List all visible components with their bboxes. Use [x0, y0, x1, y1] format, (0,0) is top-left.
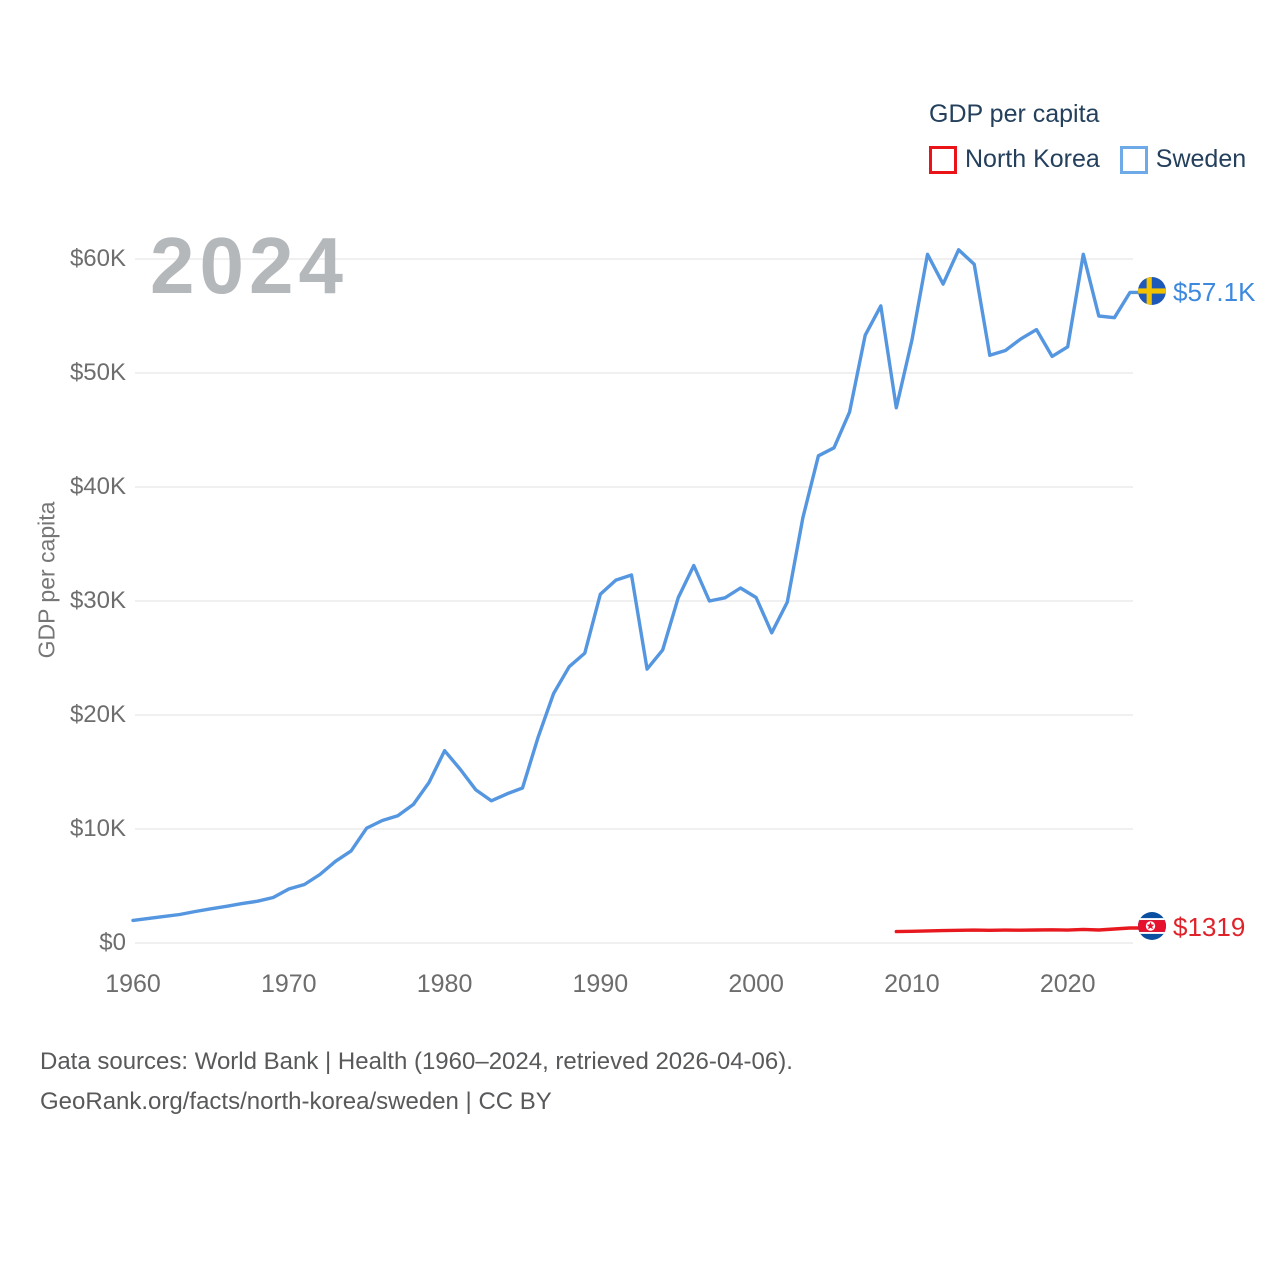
y-tick-label: $20K [69, 701, 126, 728]
y-axis-title: GDP per capita [33, 501, 60, 659]
x-tick-label: 2000 [728, 970, 784, 998]
y-tick-label: $40K [69, 473, 126, 500]
north-korea-flag-icon [1138, 912, 1166, 940]
x-tick-label: 2020 [1039, 970, 1096, 998]
series-line-sweden [131, 248, 1142, 923]
x-tick-label: 1990 [572, 970, 629, 998]
year-watermark: 2024 [150, 221, 348, 310]
y-tick-label: $10K [69, 815, 126, 842]
legend-title: GDP per capita [929, 100, 1100, 128]
x-tick-label: 1970 [260, 970, 317, 998]
legend-label-sweden: Sweden [1155, 145, 1247, 173]
y-tick-label: $60K [69, 245, 126, 272]
gridlines [135, 258, 1133, 944]
x-tick-label: 1980 [416, 970, 473, 998]
legend-item-sweden[interactable]: Sweden [1119, 145, 1247, 174]
y-tick-label: $30K [69, 587, 126, 614]
footer-sources: Data sources: World Bank | Health (1960–… [40, 1048, 793, 1075]
sweden-flag-icon [1138, 277, 1166, 305]
series-line-north-korea [894, 926, 1142, 934]
legend-row: North Korea Sweden [929, 145, 1246, 174]
north-korea-value-label: $1319 [1173, 912, 1246, 942]
north-korea-swatch-icon[interactable] [929, 145, 957, 174]
legend: GDP per capita North Korea Sweden [929, 100, 1246, 174]
x-tick-label: 2010 [884, 970, 940, 998]
legend-item-north-korea[interactable]: North Korea [929, 145, 1100, 174]
y-tick-label: $0 [99, 929, 126, 956]
x-tick-label: 1960 [105, 970, 161, 998]
y-tick-label: $50K [69, 359, 126, 386]
series-lines [131, 248, 1142, 934]
sweden-value-label: $57.1K [1173, 277, 1256, 307]
legend-label-north-korea: North Korea [965, 145, 1100, 173]
footer-attribution: GeoRank.org/facts/north-korea/sweden | C… [40, 1088, 552, 1115]
footer: Data sources: World Bank | Health (1960–… [40, 1042, 793, 1122]
sweden-swatch-icon[interactable] [1119, 145, 1148, 174]
